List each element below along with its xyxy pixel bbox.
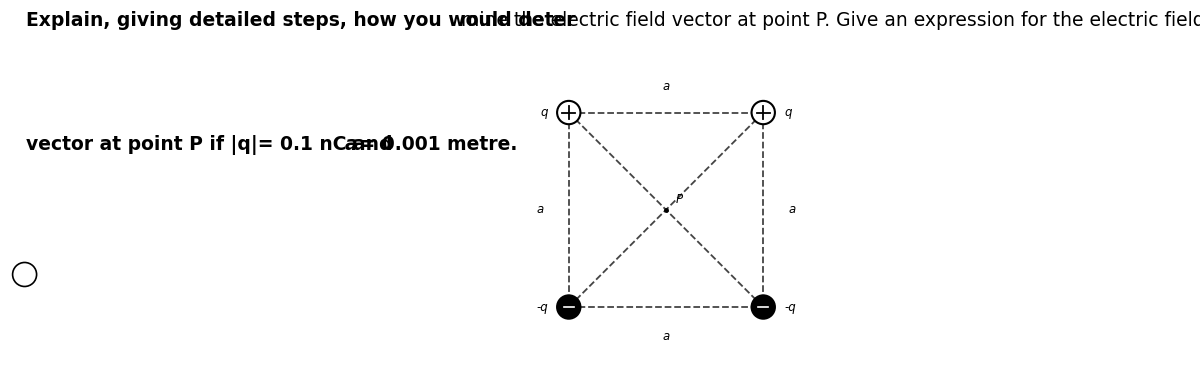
Text: Explain, giving detailed steps, how you would deter: Explain, giving detailed steps, how you … [26,11,576,30]
Text: -q: -q [536,300,547,314]
Text: a: a [536,203,544,216]
Text: vector at point P if |q|= 0.1 nC and: vector at point P if |q|= 0.1 nC and [26,135,400,155]
Text: = 0.001 metre.: = 0.001 metre. [353,135,517,155]
Text: P: P [676,193,683,206]
Text: q: q [785,106,792,119]
Text: a: a [662,80,670,93]
Text: -q: -q [785,300,796,314]
Text: a: a [344,135,358,155]
Circle shape [557,296,581,319]
Text: q: q [540,106,547,119]
Circle shape [751,296,775,319]
Text: a: a [788,203,796,216]
Text: mine the electric field vector at point P. Give an expression for the electric f: mine the electric field vector at point … [461,11,1200,30]
Circle shape [557,101,581,124]
Circle shape [751,101,775,124]
Text: a: a [662,331,670,343]
